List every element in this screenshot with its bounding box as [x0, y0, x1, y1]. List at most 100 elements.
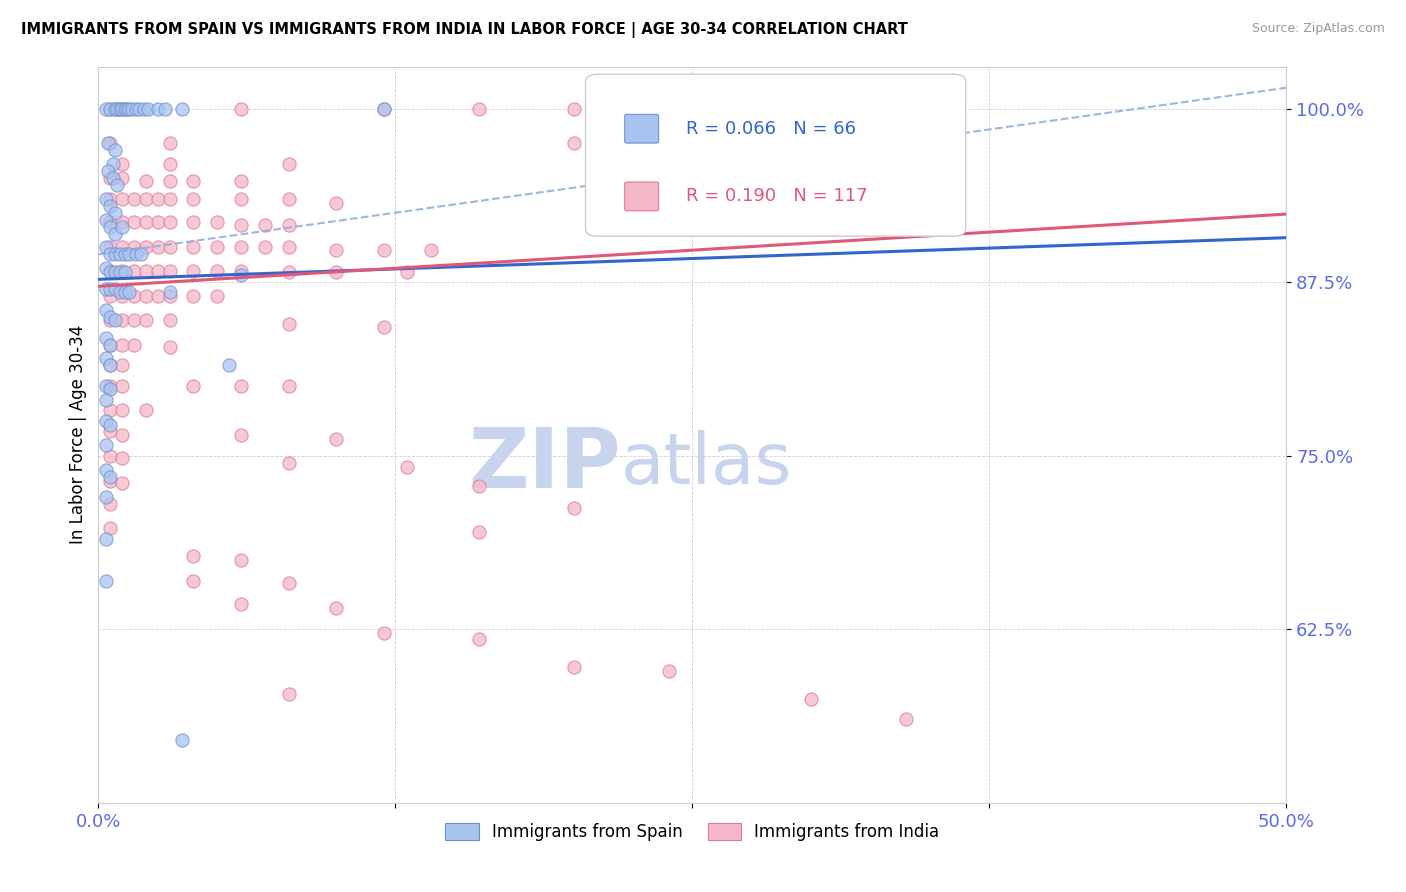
Point [104, 102, 127, 116]
Text: Source: ZipAtlas.com: Source: ZipAtlas.com [1251, 22, 1385, 36]
Text: R = 0.066   N = 66: R = 0.066 N = 66 [686, 120, 856, 137]
Point [98, 215, 121, 229]
Point [129, 247, 152, 261]
Point [122, 337, 145, 351]
Point [229, 379, 252, 393]
Point [101, 171, 124, 186]
Point [94, 240, 117, 254]
Point [98, 379, 121, 393]
Point [229, 218, 252, 232]
Point [122, 289, 145, 303]
Point [98, 282, 121, 296]
Point [800, 691, 823, 706]
Point [159, 289, 181, 303]
Point [98, 289, 121, 303]
Point [108, 247, 131, 261]
Point [420, 243, 443, 257]
Point [136, 102, 159, 116]
Point [373, 626, 395, 640]
Point [183, 264, 205, 278]
Point [159, 264, 181, 278]
Point [111, 219, 134, 234]
Point [183, 240, 205, 254]
Point [277, 192, 299, 206]
Point [97, 164, 120, 178]
Point [848, 102, 870, 116]
Point [118, 285, 141, 299]
Point [107, 102, 129, 116]
Point [98, 264, 121, 278]
Point [170, 733, 193, 747]
Point [396, 459, 419, 474]
Point [229, 174, 252, 188]
Point [101, 157, 124, 171]
Point [325, 601, 347, 615]
Point [562, 501, 585, 516]
Point [108, 102, 131, 116]
Point [373, 102, 395, 116]
Point [98, 337, 121, 351]
Point [94, 261, 117, 276]
Point [752, 102, 775, 116]
Point [114, 265, 136, 279]
Point [122, 264, 145, 278]
Point [229, 240, 252, 254]
Text: atlas: atlas [621, 430, 793, 499]
Point [277, 379, 299, 393]
Point [108, 265, 131, 279]
Point [146, 240, 169, 254]
Point [146, 192, 169, 206]
Point [325, 243, 347, 257]
FancyBboxPatch shape [624, 182, 658, 211]
Point [146, 289, 169, 303]
Point [373, 243, 395, 257]
Point [122, 312, 145, 326]
Text: R = 0.190   N = 117: R = 0.190 N = 117 [686, 187, 868, 205]
Point [104, 265, 127, 279]
Point [128, 102, 150, 116]
Point [135, 402, 157, 417]
Point [562, 136, 585, 151]
Point [98, 469, 121, 483]
Point [159, 312, 181, 326]
Legend: Immigrants from Spain, Immigrants from India: Immigrants from Spain, Immigrants from I… [437, 814, 948, 850]
Point [207, 240, 229, 254]
Point [108, 285, 131, 299]
Point [467, 632, 489, 646]
Point [94, 462, 117, 476]
Point [94, 491, 117, 505]
Point [94, 437, 117, 451]
Point [94, 282, 117, 296]
Point [325, 196, 347, 211]
Point [122, 240, 145, 254]
Point [170, 102, 193, 116]
Point [111, 171, 134, 186]
Point [118, 102, 141, 116]
Point [104, 312, 127, 326]
Point [94, 574, 117, 588]
Point [218, 359, 240, 373]
Point [253, 218, 276, 232]
Point [467, 524, 489, 539]
Point [98, 337, 121, 351]
Point [183, 215, 205, 229]
Point [114, 102, 136, 116]
Point [183, 174, 205, 188]
Point [98, 474, 121, 488]
Point [98, 359, 121, 373]
Point [114, 102, 136, 116]
Point [125, 102, 148, 116]
Point [562, 659, 585, 673]
Point [98, 310, 121, 324]
Point [98, 171, 121, 186]
Point [98, 219, 121, 234]
Point [104, 227, 127, 241]
Point [373, 319, 395, 334]
Point [277, 317, 299, 331]
Text: IMMIGRANTS FROM SPAIN VS IMMIGRANTS FROM INDIA IN LABOR FORCE | AGE 30-34 CORREL: IMMIGRANTS FROM SPAIN VS IMMIGRANTS FROM… [21, 22, 908, 38]
Point [229, 268, 252, 282]
Point [111, 240, 134, 254]
Point [94, 532, 117, 546]
Point [98, 418, 121, 433]
Point [159, 157, 181, 171]
